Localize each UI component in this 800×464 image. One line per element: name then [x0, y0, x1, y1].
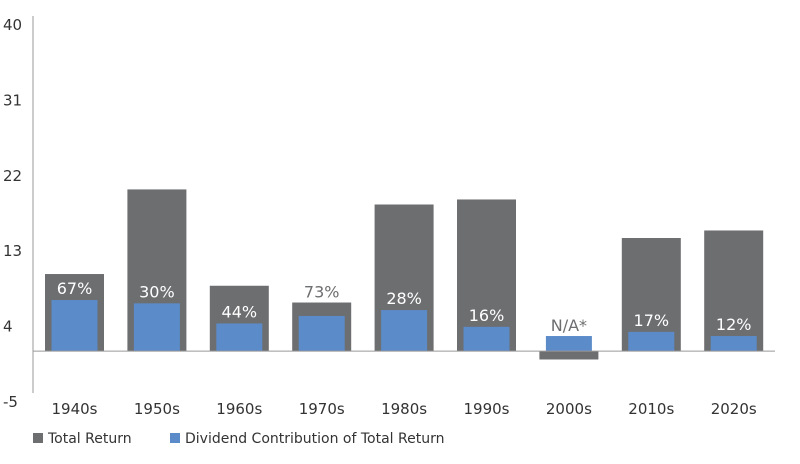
- legend-swatch-dividend: [170, 433, 180, 443]
- y-tick-label: 31: [3, 91, 22, 109]
- data-label: 44%: [222, 302, 258, 321]
- x-tick-label: 1990s: [464, 400, 510, 418]
- data-label: 16%: [469, 306, 505, 325]
- dividend-bar: [710, 336, 757, 352]
- y-tick-label: 13: [3, 242, 22, 260]
- data-label: N/A*: [551, 316, 587, 335]
- data-label: 17%: [634, 311, 670, 330]
- total-return-bar: [457, 199, 516, 352]
- y-tick-label: 40: [3, 16, 22, 34]
- data-label: 67%: [57, 279, 93, 298]
- data-label: 30%: [139, 282, 175, 301]
- dividend-bar: [216, 323, 263, 352]
- dividend-bar: [381, 310, 428, 352]
- x-tick-label: 1980s: [381, 400, 427, 418]
- x-tick-label: 2010s: [628, 400, 674, 418]
- x-tick-label: 1950s: [134, 400, 180, 418]
- dividend-bar: [628, 331, 675, 352]
- y-tick-label: -5: [3, 393, 18, 411]
- legend-swatch-total-return: [33, 433, 43, 443]
- dividend-bar: [545, 336, 592, 352]
- x-tick-label: 1960s: [216, 400, 262, 418]
- data-label: 28%: [386, 289, 422, 308]
- y-tick-label: 22: [3, 167, 22, 185]
- legend-label-dividend: Dividend Contribution of Total Return: [185, 431, 444, 447]
- dividend-bar: [133, 303, 180, 352]
- y-tick-label: 4: [3, 318, 13, 336]
- x-tick-label: 2020s: [711, 400, 757, 418]
- dividend-bar: [298, 315, 345, 352]
- total-return-bar: [539, 351, 599, 360]
- legend-label-total-return: Total Return: [47, 431, 132, 447]
- dividend-bar: [463, 326, 510, 352]
- total-return-bar: [704, 230, 764, 352]
- x-tick-label: 1940s: [52, 400, 98, 418]
- data-label: 73%: [304, 283, 340, 302]
- x-tick-label: 2000s: [546, 400, 592, 418]
- data-label: 12%: [716, 315, 752, 334]
- x-tick-label: 1970s: [299, 400, 345, 418]
- dividend-bar: [51, 300, 98, 352]
